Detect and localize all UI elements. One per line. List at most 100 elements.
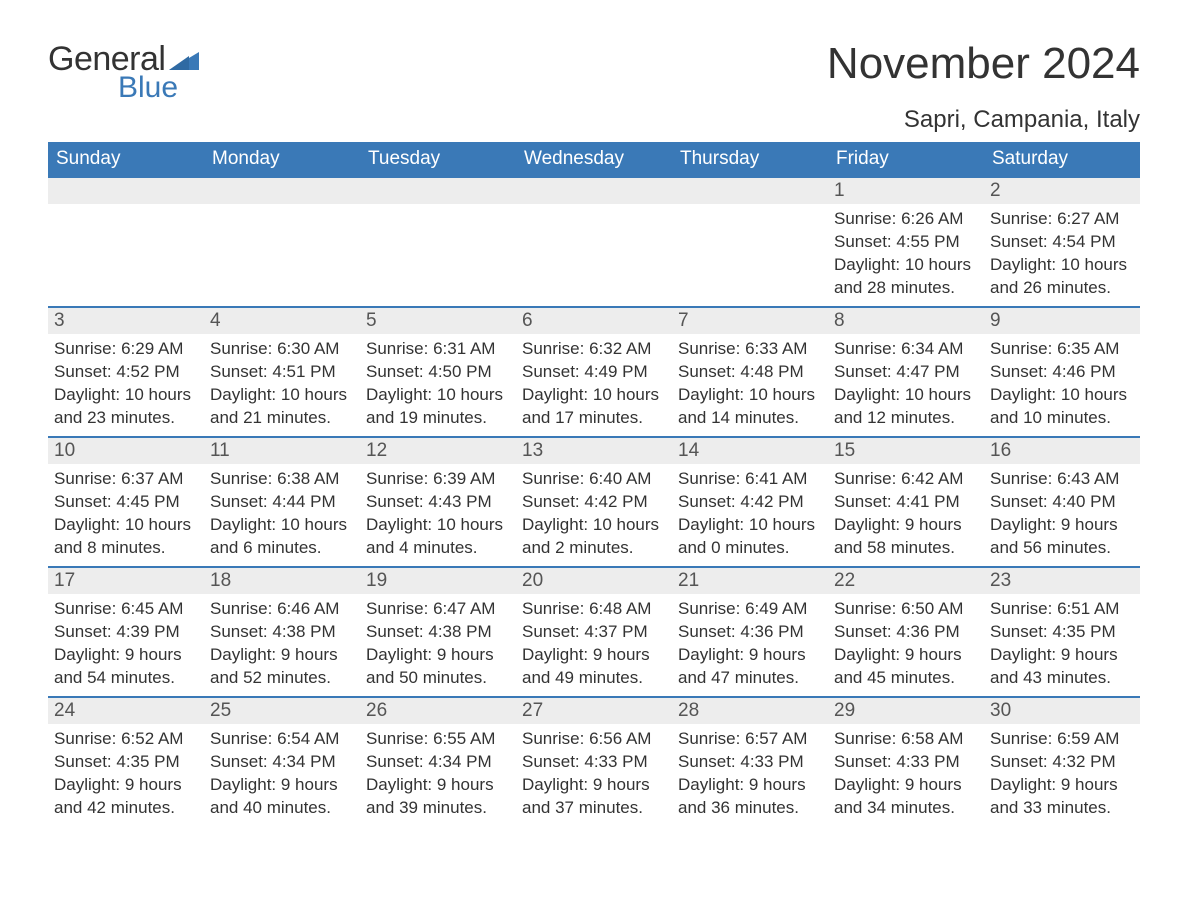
day-sunrise: Sunrise: 6:43 AM	[990, 468, 1134, 491]
day-sunset: Sunset: 4:40 PM	[990, 491, 1134, 514]
day-number: 11	[204, 438, 360, 464]
calendar-cell: 15Sunrise: 6:42 AMSunset: 4:41 PMDayligh…	[828, 436, 984, 566]
day-number	[672, 178, 828, 204]
day-daylight2: and 33 minutes.	[990, 797, 1134, 820]
day-number: 2	[984, 178, 1140, 204]
day-number: 17	[48, 568, 204, 594]
day-number: 9	[984, 308, 1140, 334]
weekday-saturday: Saturday	[984, 142, 1140, 176]
day-number: 16	[984, 438, 1140, 464]
day-sunrise: Sunrise: 6:51 AM	[990, 598, 1134, 621]
weekday-tuesday: Tuesday	[360, 142, 516, 176]
day-daylight2: and 0 minutes.	[678, 537, 822, 560]
day-daylight2: and 19 minutes.	[366, 407, 510, 430]
day-sunrise: Sunrise: 6:48 AM	[522, 598, 666, 621]
day-body: Sunrise: 6:27 AMSunset: 4:54 PMDaylight:…	[984, 204, 1140, 302]
day-body: Sunrise: 6:59 AMSunset: 4:32 PMDaylight:…	[984, 724, 1140, 822]
day-daylight2: and 54 minutes.	[54, 667, 198, 690]
day-sunset: Sunset: 4:34 PM	[210, 751, 354, 774]
calendar-cell: 5Sunrise: 6:31 AMSunset: 4:50 PMDaylight…	[360, 306, 516, 436]
calendar-cell: 26Sunrise: 6:55 AMSunset: 4:34 PMDayligh…	[360, 696, 516, 826]
day-daylight2: and 40 minutes.	[210, 797, 354, 820]
day-body: Sunrise: 6:37 AMSunset: 4:45 PMDaylight:…	[48, 464, 204, 562]
day-daylight2: and 47 minutes.	[678, 667, 822, 690]
calendar-cell-inner: 13Sunrise: 6:40 AMSunset: 4:42 PMDayligh…	[516, 436, 672, 562]
calendar-cell: 3Sunrise: 6:29 AMSunset: 4:52 PMDaylight…	[48, 306, 204, 436]
day-number: 29	[828, 698, 984, 724]
day-daylight1: Daylight: 10 hours	[366, 384, 510, 407]
day-sunrise: Sunrise: 6:50 AM	[834, 598, 978, 621]
calendar-table: Sunday Monday Tuesday Wednesday Thursday…	[48, 142, 1140, 826]
day-sunrise: Sunrise: 6:56 AM	[522, 728, 666, 751]
day-body: Sunrise: 6:42 AMSunset: 4:41 PMDaylight:…	[828, 464, 984, 562]
day-sunrise: Sunrise: 6:27 AM	[990, 208, 1134, 231]
day-daylight1: Daylight: 9 hours	[990, 774, 1134, 797]
day-body: Sunrise: 6:29 AMSunset: 4:52 PMDaylight:…	[48, 334, 204, 432]
calendar-cell	[672, 176, 828, 306]
day-sunrise: Sunrise: 6:30 AM	[210, 338, 354, 361]
calendar-cell-inner	[48, 176, 204, 204]
day-sunrise: Sunrise: 6:47 AM	[366, 598, 510, 621]
day-body: Sunrise: 6:43 AMSunset: 4:40 PMDaylight:…	[984, 464, 1140, 562]
day-daylight1: Daylight: 9 hours	[678, 774, 822, 797]
day-body: Sunrise: 6:48 AMSunset: 4:37 PMDaylight:…	[516, 594, 672, 692]
day-daylight2: and 39 minutes.	[366, 797, 510, 820]
day-body: Sunrise: 6:32 AMSunset: 4:49 PMDaylight:…	[516, 334, 672, 432]
day-daylight1: Daylight: 9 hours	[678, 644, 822, 667]
day-sunset: Sunset: 4:50 PM	[366, 361, 510, 384]
day-sunset: Sunset: 4:36 PM	[678, 621, 822, 644]
calendar-cell-inner	[516, 176, 672, 204]
day-number: 13	[516, 438, 672, 464]
calendar-body: 1Sunrise: 6:26 AMSunset: 4:55 PMDaylight…	[48, 176, 1140, 826]
calendar-cell: 27Sunrise: 6:56 AMSunset: 4:33 PMDayligh…	[516, 696, 672, 826]
calendar-cell: 9Sunrise: 6:35 AMSunset: 4:46 PMDaylight…	[984, 306, 1140, 436]
day-daylight2: and 8 minutes.	[54, 537, 198, 560]
day-number: 10	[48, 438, 204, 464]
calendar-cell-inner: 6Sunrise: 6:32 AMSunset: 4:49 PMDaylight…	[516, 306, 672, 432]
day-body: Sunrise: 6:51 AMSunset: 4:35 PMDaylight:…	[984, 594, 1140, 692]
day-body: Sunrise: 6:58 AMSunset: 4:33 PMDaylight:…	[828, 724, 984, 822]
calendar-cell: 2Sunrise: 6:27 AMSunset: 4:54 PMDaylight…	[984, 176, 1140, 306]
day-daylight2: and 50 minutes.	[366, 667, 510, 690]
day-daylight1: Daylight: 9 hours	[522, 644, 666, 667]
day-daylight1: Daylight: 10 hours	[210, 384, 354, 407]
calendar-cell-inner: 2Sunrise: 6:27 AMSunset: 4:54 PMDaylight…	[984, 176, 1140, 302]
day-number: 23	[984, 568, 1140, 594]
day-number: 22	[828, 568, 984, 594]
calendar-cell-inner: 22Sunrise: 6:50 AMSunset: 4:36 PMDayligh…	[828, 566, 984, 692]
day-daylight2: and 37 minutes.	[522, 797, 666, 820]
calendar-cell: 23Sunrise: 6:51 AMSunset: 4:35 PMDayligh…	[984, 566, 1140, 696]
day-body: Sunrise: 6:49 AMSunset: 4:36 PMDaylight:…	[672, 594, 828, 692]
day-daylight1: Daylight: 10 hours	[678, 384, 822, 407]
calendar-cell: 16Sunrise: 6:43 AMSunset: 4:40 PMDayligh…	[984, 436, 1140, 566]
day-body: Sunrise: 6:55 AMSunset: 4:34 PMDaylight:…	[360, 724, 516, 822]
day-number: 19	[360, 568, 516, 594]
day-daylight1: Daylight: 9 hours	[54, 644, 198, 667]
day-number: 20	[516, 568, 672, 594]
day-body: Sunrise: 6:31 AMSunset: 4:50 PMDaylight:…	[360, 334, 516, 432]
day-daylight1: Daylight: 9 hours	[522, 774, 666, 797]
calendar-cell: 12Sunrise: 6:39 AMSunset: 4:43 PMDayligh…	[360, 436, 516, 566]
calendar-cell-inner: 4Sunrise: 6:30 AMSunset: 4:51 PMDaylight…	[204, 306, 360, 432]
day-daylight1: Daylight: 9 hours	[834, 644, 978, 667]
day-sunrise: Sunrise: 6:33 AM	[678, 338, 822, 361]
day-number: 15	[828, 438, 984, 464]
calendar-cell-inner: 21Sunrise: 6:49 AMSunset: 4:36 PMDayligh…	[672, 566, 828, 692]
day-body: Sunrise: 6:54 AMSunset: 4:34 PMDaylight:…	[204, 724, 360, 822]
day-daylight2: and 45 minutes.	[834, 667, 978, 690]
calendar-cell-inner: 20Sunrise: 6:48 AMSunset: 4:37 PMDayligh…	[516, 566, 672, 692]
day-body: Sunrise: 6:33 AMSunset: 4:48 PMDaylight:…	[672, 334, 828, 432]
day-daylight1: Daylight: 10 hours	[54, 384, 198, 407]
day-daylight2: and 52 minutes.	[210, 667, 354, 690]
day-number: 14	[672, 438, 828, 464]
day-daylight2: and 2 minutes.	[522, 537, 666, 560]
calendar-cell: 28Sunrise: 6:57 AMSunset: 4:33 PMDayligh…	[672, 696, 828, 826]
day-sunset: Sunset: 4:42 PM	[678, 491, 822, 514]
calendar-cell: 8Sunrise: 6:34 AMSunset: 4:47 PMDaylight…	[828, 306, 984, 436]
day-sunset: Sunset: 4:38 PM	[366, 621, 510, 644]
month-title: November 2024	[827, 40, 1140, 88]
day-daylight1: Daylight: 9 hours	[210, 644, 354, 667]
calendar-page: General Blue November 2024 Sapri, Campan…	[0, 0, 1188, 918]
day-number: 5	[360, 308, 516, 334]
calendar-cell: 13Sunrise: 6:40 AMSunset: 4:42 PMDayligh…	[516, 436, 672, 566]
